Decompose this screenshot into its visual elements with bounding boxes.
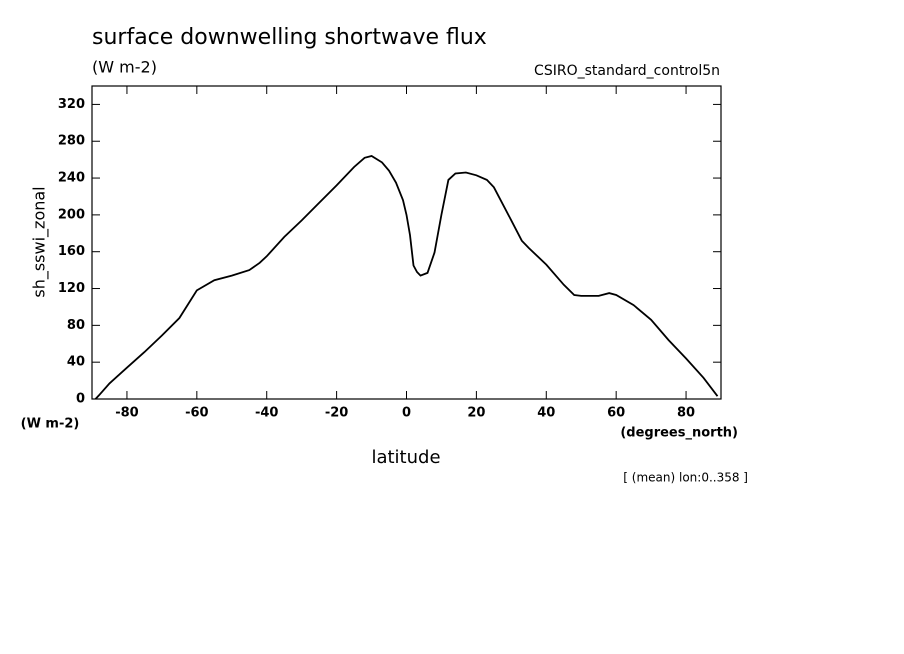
chart-title: surface downwelling shortwave flux (92, 25, 487, 50)
x-tick-label: 40 (537, 406, 555, 421)
y-tick-label: 120 (58, 281, 85, 296)
y-tick-label: 80 (67, 318, 85, 333)
plot-frame (91, 85, 722, 400)
x-tick-label: -20 (325, 406, 349, 421)
x-tick-label: -60 (185, 406, 209, 421)
source: CSIRO_standard_control5n (534, 63, 720, 79)
y-tick-label: 280 (58, 134, 85, 149)
data-line (94, 155, 719, 400)
y-tick-label: 200 (58, 207, 85, 222)
x-tick-label: 80 (677, 406, 695, 421)
x-units: (degrees_north) (620, 426, 738, 441)
x-axis-label: latitude (371, 447, 440, 468)
y-units: (W m-2) (21, 417, 80, 432)
note: [ (mean) lon:0..358 ] (623, 471, 748, 485)
y-tick-label: 160 (58, 244, 85, 259)
x-tick-label: 20 (467, 406, 485, 421)
y-tick-label: 0 (76, 392, 85, 407)
subtitle: (W m-2) (92, 58, 157, 77)
x-tick-label: -40 (255, 406, 279, 421)
y-tick-label: 40 (67, 355, 85, 370)
y-tick-label: 320 (58, 97, 85, 112)
x-tick-label: 0 (402, 406, 411, 421)
y-axis-label: sh_sswi_zonal (30, 186, 50, 297)
y-tick-label: 240 (58, 171, 85, 186)
x-tick-label: 60 (607, 406, 625, 421)
x-tick-label: -80 (115, 406, 139, 421)
